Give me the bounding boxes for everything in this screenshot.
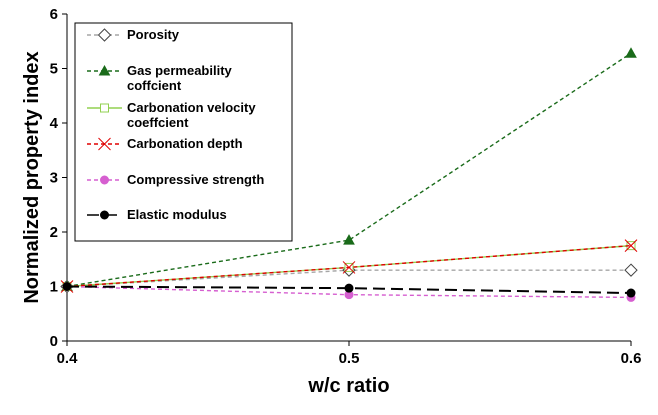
data-point <box>98 64 111 76</box>
data-point <box>100 103 109 113</box>
legend-label: Compressive strength <box>127 172 264 187</box>
y-tick-label: 1 <box>50 279 58 296</box>
series-line <box>66 285 632 295</box>
series-5 <box>62 282 636 298</box>
data-point <box>624 263 638 277</box>
legend-label: coffcient <box>127 78 182 93</box>
data-point <box>344 283 354 293</box>
data-point <box>624 239 638 252</box>
series-line <box>66 52 632 288</box>
data-point <box>625 47 637 58</box>
data-point <box>98 137 111 151</box>
data-point <box>62 282 72 291</box>
data-point <box>97 28 112 42</box>
legend-label: Carbonation depth <box>127 136 243 151</box>
legend-label: coeffcient <box>127 115 189 130</box>
series-3 <box>60 239 638 293</box>
data-point <box>343 234 355 245</box>
x-mark-stroke <box>342 261 356 274</box>
y-axis-title: Normalized property index <box>21 51 43 303</box>
plot-area: 0 1 2 3 4 5 6 0.4 0.5 0.6 <box>50 6 642 367</box>
x-tick-label: 0.5 <box>339 350 360 367</box>
y-tick-label: 0 <box>50 333 58 350</box>
data-point <box>342 261 356 274</box>
legend-box <box>74 22 293 242</box>
x-mark-stroke <box>624 239 638 252</box>
legend-label: Gas permeability <box>127 63 233 78</box>
legend-label: Elastic modulus <box>127 207 227 222</box>
y-tick-label: 4 <box>50 115 59 132</box>
y-tick-label: 3 <box>50 170 58 187</box>
x-mark-stroke <box>98 137 111 151</box>
x-tick-label: 0.4 <box>57 350 79 367</box>
y-tick-label: 5 <box>50 61 58 78</box>
y-tick-label: 2 <box>50 224 58 241</box>
x-tick-label: 0.6 <box>621 350 642 367</box>
legend-label: Porosity <box>127 27 180 42</box>
data-point <box>626 288 636 298</box>
data-point <box>100 175 109 185</box>
legend-label: Carbonation velocity <box>127 100 256 115</box>
x-axis-title: w/c ratio <box>307 375 389 397</box>
data-point <box>100 210 109 220</box>
series-2 <box>62 241 636 291</box>
y-tick-label: 6 <box>50 6 58 23</box>
